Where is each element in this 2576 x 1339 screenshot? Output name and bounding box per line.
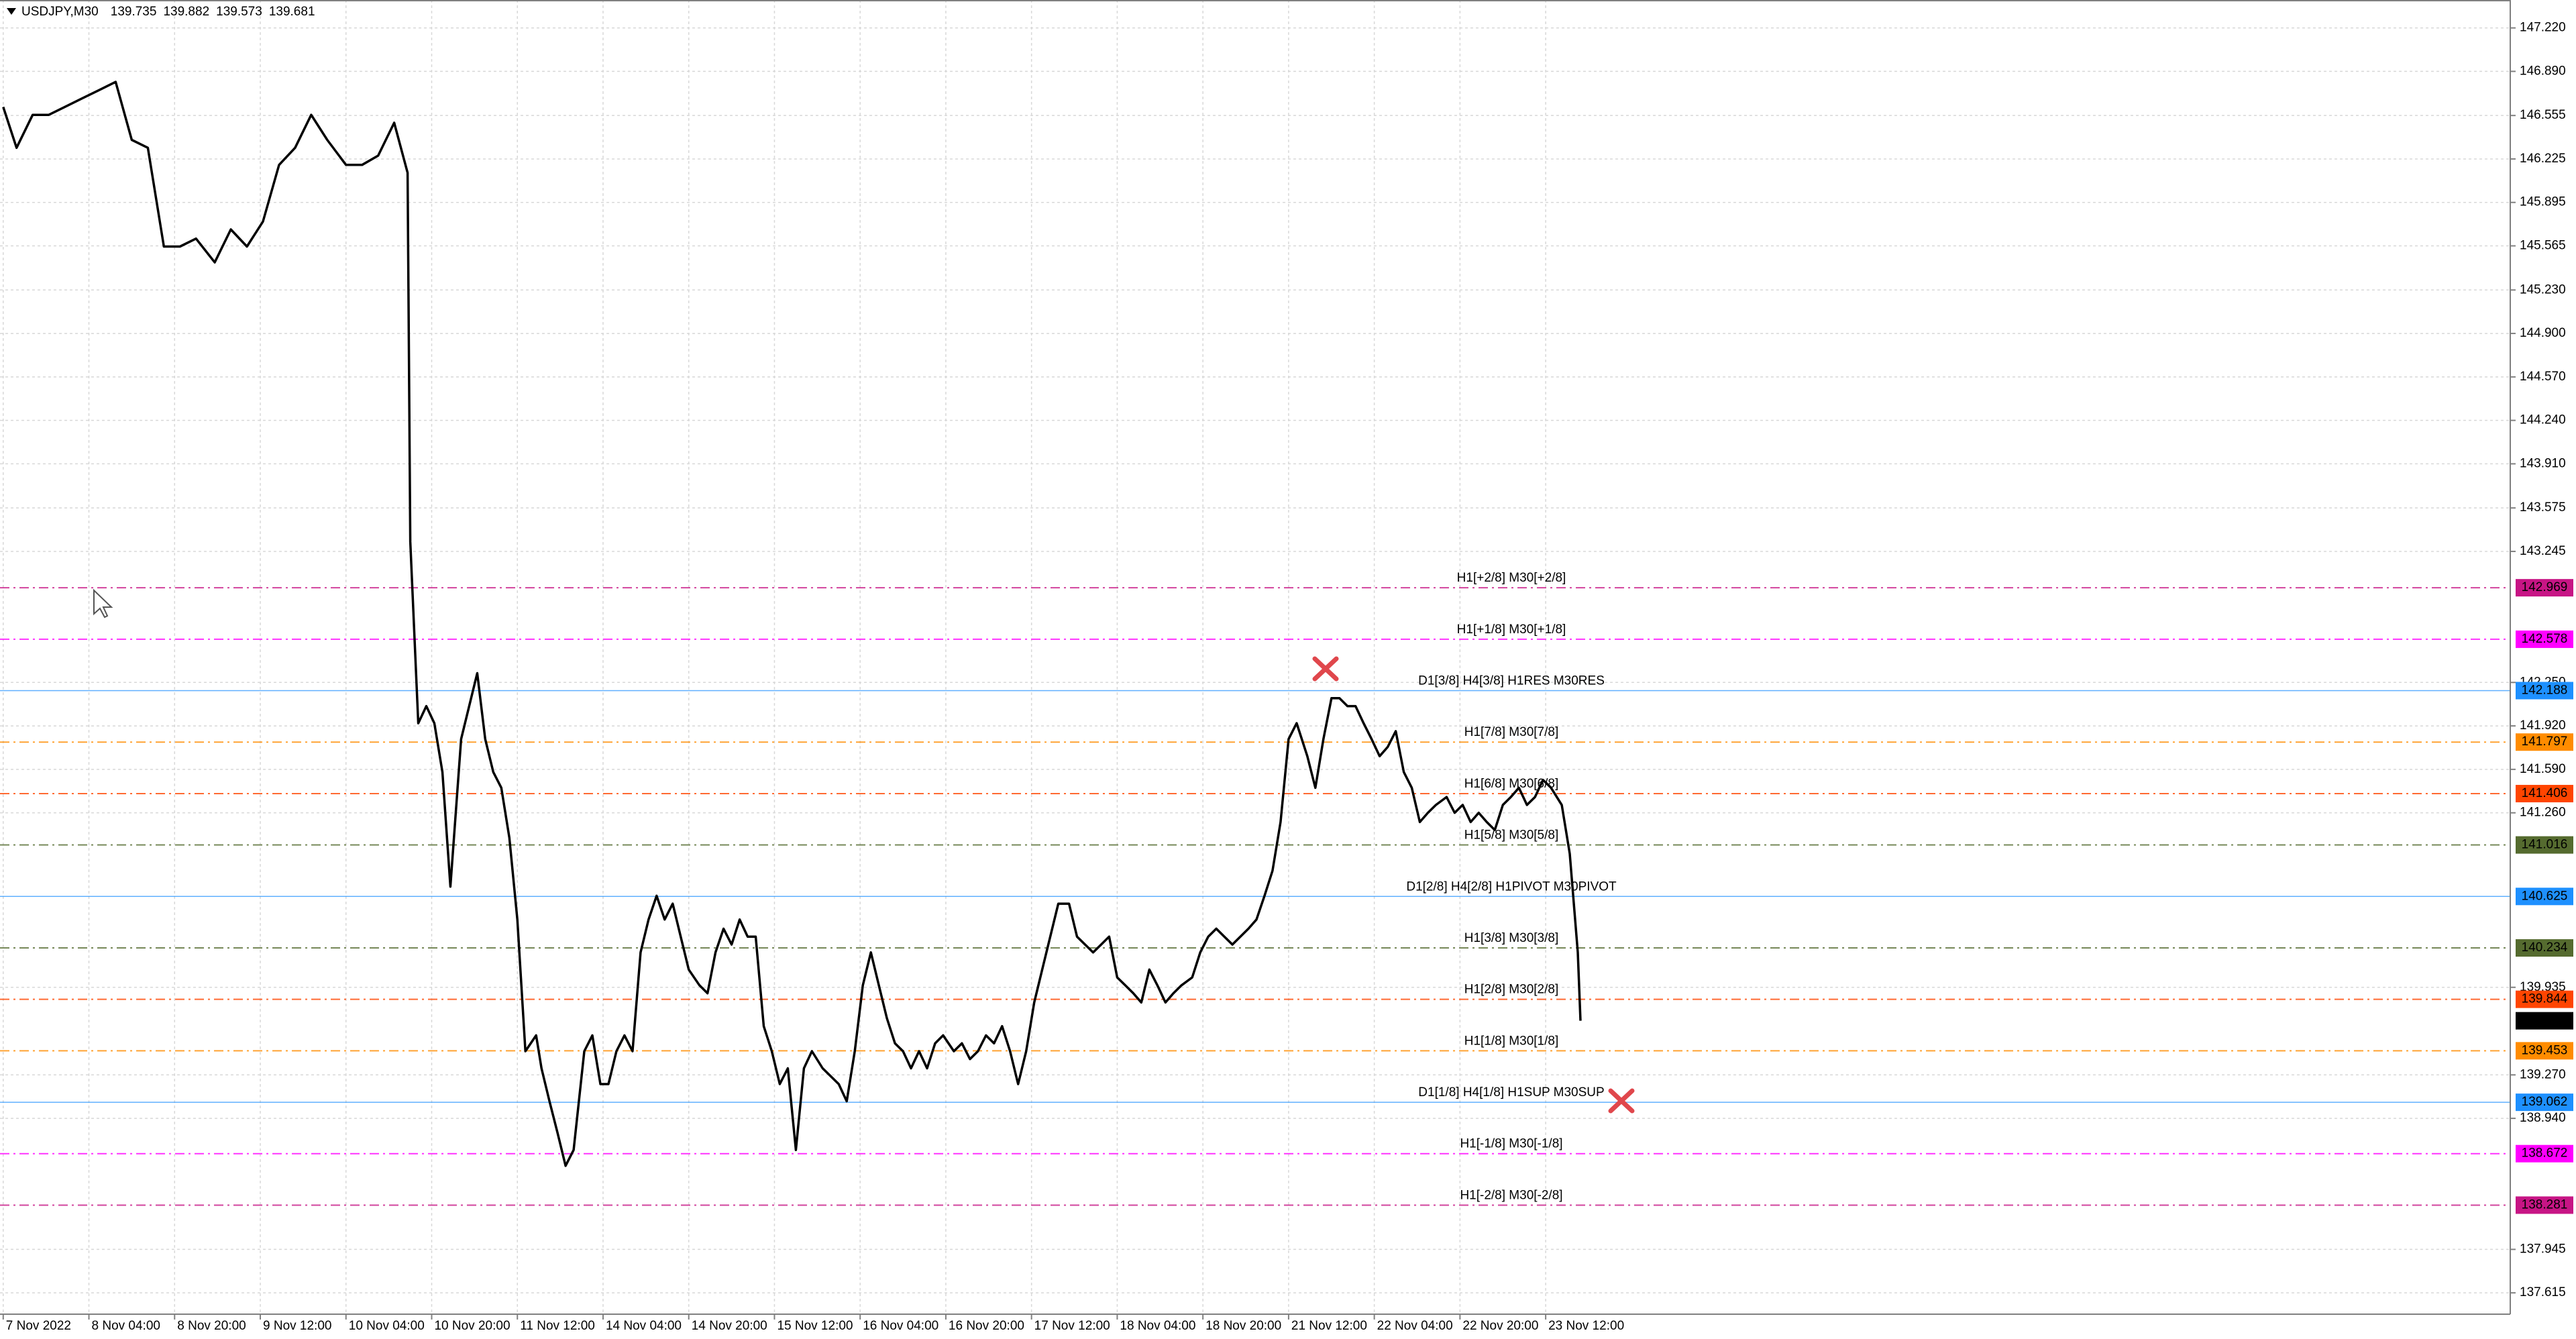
x-tick-label: 18 Nov 20:00 [1205, 1319, 1281, 1333]
x-tick-label: 15 Nov 12:00 [777, 1319, 853, 1333]
price-tag [2516, 1093, 2573, 1112]
price-tag-label: 141.406 [2522, 786, 2568, 800]
current-price-tag [2516, 1012, 2573, 1030]
level-label: H1[7/8] M30[7/8] [1464, 725, 1558, 739]
price-tag-label: 140.234 [2522, 941, 2568, 955]
close: 139.681 [269, 5, 315, 19]
levels [0, 587, 2510, 1206]
x-tick-label: 21 Nov 12:00 [1291, 1319, 1367, 1333]
cross-marker [1608, 1088, 1635, 1114]
y-tick-label: 139.935 [2520, 980, 2566, 994]
price-tag [2516, 579, 2573, 597]
level-label: D1[2/8] H4[2/8] H1PIVOT M30PIVOT [1406, 879, 1617, 894]
level-label: H1[-2/8] M30[-2/8] [1460, 1188, 1562, 1202]
y-tick-label: 143.910 [2520, 456, 2566, 470]
y-tick-label: 141.920 [2520, 718, 2566, 733]
x-tick-label: 14 Nov 20:00 [692, 1319, 767, 1333]
y-tick-label: 138.940 [2520, 1111, 2566, 1125]
price-tag-label: 138.281 [2522, 1197, 2568, 1212]
price-tag [2516, 939, 2573, 957]
y-tick-label: 143.575 [2520, 500, 2566, 515]
x-tick-label: 22 Nov 20:00 [1462, 1319, 1538, 1333]
mouse-cursor [93, 588, 113, 619]
price-tag [2516, 682, 2573, 700]
price-line [2, 81, 1582, 1167]
price-tag-label: 142.969 [2522, 580, 2568, 594]
y-tick-label: 141.590 [2520, 762, 2566, 776]
current-price-label: 139.681 [2522, 1014, 2568, 1028]
price-tag-label: 141.016 [2522, 838, 2568, 852]
price-tag-label: 139.062 [2522, 1095, 2568, 1109]
price-tag-label: 139.453 [2522, 1043, 2568, 1057]
level-label: H1[1/8] M30[1/8] [1464, 1034, 1558, 1048]
x-tick-label: 14 Nov 04:00 [606, 1319, 682, 1333]
cross-marker [1312, 656, 1339, 682]
level-label: H1[+2/8] M30[+2/8] [1457, 571, 1566, 585]
price-tag-label: 141.797 [2522, 735, 2568, 749]
x-tick-label: 9 Nov 12:00 [263, 1319, 331, 1333]
price-tag [2516, 1144, 2573, 1163]
x-tick-label: 8 Nov 04:00 [92, 1319, 160, 1333]
menu-arrow[interactable] [7, 8, 16, 15]
level-label: D1[1/8] H4[1/8] H1SUP M30SUP [1418, 1085, 1604, 1100]
y-tick-label: 147.220 [2520, 21, 2566, 35]
y-tick-label: 143.245 [2520, 544, 2566, 558]
x-tick-label: 23 Nov 12:00 [1548, 1319, 1624, 1333]
price-tag-label: 142.578 [2522, 632, 2568, 646]
y-tick-label: 146.890 [2520, 64, 2566, 78]
labels: 147.220 146.890 146.555 146.225 145.895 145.5… [6, 21, 2573, 1333]
y-tick-label: 145.230 [2520, 282, 2566, 297]
price-tag [2516, 784, 2573, 802]
price-tag [2516, 836, 2573, 854]
level-label: H1[3/8] M30[3/8] [1464, 931, 1558, 945]
open: 139.735 [111, 5, 157, 19]
chart-header: USDJPY,M30 139.735 139.882 139.573 139.681 [21, 5, 315, 19]
price-tag-label: 142.188 [2522, 683, 2568, 697]
x-tick-label: 17 Nov 12:00 [1034, 1319, 1110, 1333]
level-label: H1[-1/8] M30[-1/8] [1460, 1137, 1562, 1151]
y-tick-label: 144.900 [2520, 326, 2566, 340]
x-tick-label: 18 Nov 04:00 [1120, 1319, 1195, 1333]
grid [0, 0, 2516, 1320]
x-tick-label: 16 Nov 20:00 [949, 1319, 1024, 1333]
price-tag [2516, 990, 2573, 1008]
y-tick-label: 145.895 [2520, 195, 2566, 209]
price-tag-label: 140.625 [2522, 889, 2568, 903]
y-tick-label: 144.240 [2520, 413, 2566, 427]
price-tag [2516, 630, 2573, 648]
price-series [2, 81, 1582, 1167]
x-tick-label: 11 Nov 12:00 [520, 1319, 595, 1333]
price-tag [2516, 888, 2573, 906]
x-tick-label: 7 Nov 2022 [6, 1319, 71, 1333]
y-tick-label: 145.565 [2520, 239, 2566, 253]
symbol: USDJPY,M30 [21, 5, 99, 19]
y-tick-label: 137.615 [2520, 1285, 2566, 1299]
low: 139.573 [216, 5, 262, 19]
price-tag [2516, 1042, 2573, 1060]
x-tick-label: 22 Nov 04:00 [1377, 1319, 1453, 1333]
x-tick-label: 10 Nov 20:00 [434, 1319, 510, 1333]
y-tick-label: 146.555 [2520, 108, 2566, 122]
y-tick-label: 146.225 [2520, 152, 2566, 166]
level-label: H1[6/8] M30[6/8] [1464, 777, 1558, 791]
high: 139.882 [163, 5, 209, 19]
price-tag [2516, 1196, 2573, 1214]
y-tick-label: 137.945 [2520, 1242, 2566, 1256]
level-label: D1[3/8] H4[3/8] H1RES M30RES [1418, 674, 1605, 688]
price-tag-label: 138.672 [2522, 1146, 2568, 1161]
y-tick-label: 144.570 [2520, 370, 2566, 384]
level-label: H1[5/8] M30[5/8] [1464, 828, 1558, 843]
y-tick-label: 139.270 [2520, 1067, 2566, 1081]
level-label: H1[+1/8] M30[+1/8] [1457, 623, 1566, 637]
x-tick-label: 8 Nov 20:00 [177, 1319, 246, 1333]
x-tick-label: 16 Nov 04:00 [863, 1319, 938, 1333]
x-tick-label: 10 Nov 04:00 [349, 1319, 425, 1333]
price-tag-label: 139.844 [2522, 992, 2568, 1006]
level-label: H1[2/8] M30[2/8] [1464, 983, 1558, 997]
price-tag [2516, 733, 2573, 751]
y-tick-label: 141.260 [2520, 806, 2566, 820]
